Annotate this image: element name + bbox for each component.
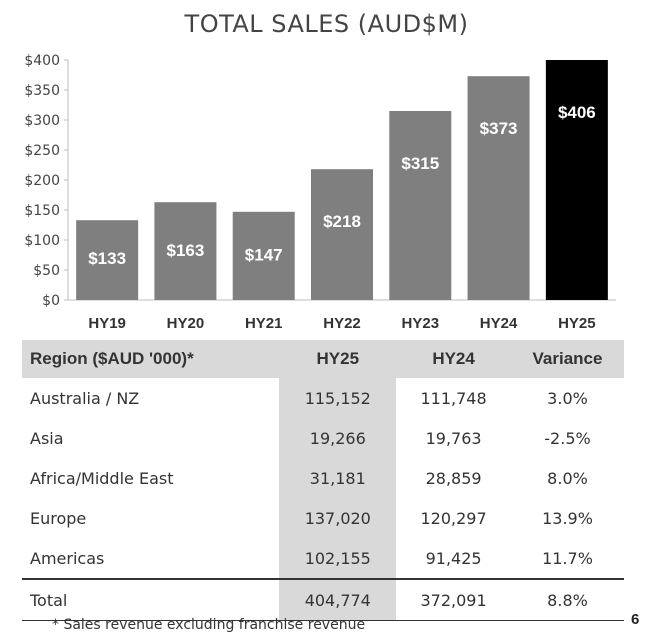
hy24-cell: 111,748 — [420, 388, 487, 408]
bar-hy21 — [232, 211, 295, 300]
y-axis: $0 $50 $100 $150 $200 $250 $300 $350 $400 — [24, 53, 616, 309]
y-tick-label: $300 — [24, 113, 60, 129]
x-axis: HY19 HY20 HY21 HY22 HY23 HY24 HY25 — [88, 315, 595, 332]
footnote: * Sales revenue excluding franchise reve… — [52, 617, 366, 633]
region-cell: Africa/Middle East — [30, 468, 174, 488]
bar-value-label: $147 — [245, 245, 283, 264]
bar-value-label: $406 — [558, 103, 596, 122]
region-cell: Asia — [30, 428, 64, 448]
y-tick-label: $150 — [24, 203, 60, 219]
hy25-cell: 115,152 — [279, 378, 397, 418]
bar-hy20 — [154, 202, 217, 300]
chart-title: TOTAL SALES (AUD$M) — [184, 10, 469, 38]
total-hy25: 404,774 — [279, 578, 397, 621]
hy25-cell: 137,020 — [279, 498, 397, 538]
variance-cell: 3.0% — [547, 388, 588, 408]
x-tick-label: HY19 — [88, 315, 126, 332]
bar-hy22 — [311, 169, 373, 300]
y-tick-label: $250 — [24, 143, 60, 159]
y-tick-label: $50 — [33, 263, 60, 279]
y-tick-label: $400 — [24, 53, 60, 69]
y-tick-label: $0 — [42, 293, 60, 309]
hy25-cell: 102,155 — [279, 538, 397, 579]
x-tick-label: HY23 — [402, 315, 440, 332]
bars: $133 $163 $147 $218 $315 $373 $406 — [76, 60, 608, 300]
hy24-cell: 28,859 — [425, 468, 482, 488]
y-tick-label: $200 — [24, 173, 60, 189]
total-hy24: 372,091 — [396, 578, 511, 621]
hy24-cell: 19,763 — [425, 428, 482, 448]
table-row: Australia / NZ 115,152 111,748 3.0% — [22, 378, 624, 418]
sales-bar-chart: $0$50$100$150$200$250$300$350$400 $133 $1… — [24, 53, 616, 332]
header-hy24: HY24 — [396, 340, 511, 378]
variance-cell: 11.7% — [542, 548, 593, 568]
variance-cell: 8.0% — [547, 468, 588, 488]
region-cell: Americas — [30, 548, 105, 568]
variance-cell: -2.5% — [544, 428, 591, 448]
bar-hy23 — [389, 111, 452, 300]
x-tick-label: HY25 — [558, 315, 596, 332]
variance-cell: 13.9% — [542, 508, 593, 528]
hy24-cell: 120,297 — [420, 508, 487, 528]
x-tick-label: HY24 — [480, 315, 518, 332]
total-variance: 8.8% — [511, 578, 624, 621]
table-row: Europe 137,020 120,297 13.9% — [22, 498, 624, 538]
region-cell: Australia / NZ — [30, 388, 140, 408]
region-cell: Europe — [30, 508, 87, 528]
table-row: Americas 102,155 91,425 11.7% — [22, 538, 624, 579]
header-hy25: HY25 — [279, 340, 397, 378]
y-tick-label: $100 — [24, 233, 60, 249]
bar-hy25 — [545, 60, 608, 300]
bar-value-label: $373 — [480, 119, 518, 138]
page-number: 6 — [631, 611, 640, 628]
regional-sales-table: Region ($AUD '000)* HY25 HY24 Variance A… — [22, 340, 624, 621]
hy25-cell: 19,266 — [279, 418, 397, 458]
hy24-cell: 91,425 — [425, 548, 482, 568]
header-variance: Variance — [511, 340, 624, 378]
table-row: Asia 19,266 19,763 -2.5% — [22, 418, 624, 458]
bar-value-label: $163 — [167, 241, 205, 260]
table-row: Africa/Middle East 31,181 28,859 8.0% — [22, 458, 624, 498]
hy25-cell: 31,181 — [279, 458, 397, 498]
header-region: Region ($AUD '000)* — [22, 340, 280, 378]
bar-value-label: $218 — [323, 212, 361, 231]
x-tick-label: HY20 — [167, 315, 205, 332]
total-label: Total — [22, 578, 280, 621]
bar-value-label: $133 — [88, 249, 126, 268]
x-tick-label: HY21 — [245, 315, 283, 332]
bar-value-label: $315 — [401, 154, 439, 173]
table-header-row: Region ($AUD '000)* HY25 HY24 Variance — [22, 340, 624, 378]
x-tick-label: HY22 — [323, 315, 361, 332]
bar-hy19 — [76, 220, 139, 300]
bar-hy24 — [467, 76, 530, 300]
total-row: Total 404,774 372,091 8.8% — [22, 578, 624, 621]
y-tick-label: $350 — [24, 83, 60, 99]
